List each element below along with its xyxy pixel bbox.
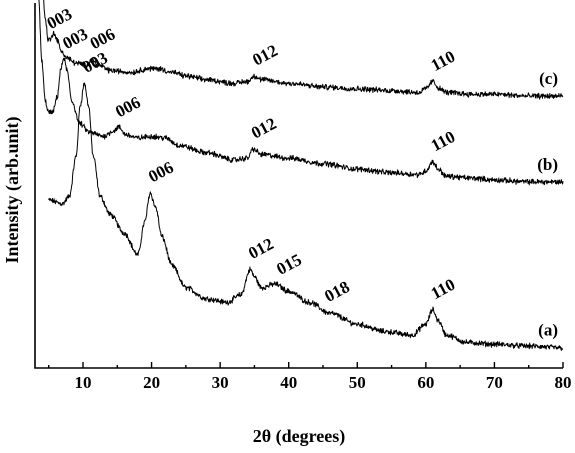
- axes: [34, 3, 563, 369]
- peak-label-0-1: 006: [145, 158, 176, 187]
- x-tick-label-80: 80: [555, 373, 572, 392]
- peak-label-0-5: 110: [428, 275, 459, 303]
- peak-label-1-1: 006: [112, 93, 143, 122]
- series-label-2: (c): [539, 69, 558, 88]
- peak-label-2-3: 110: [428, 47, 459, 75]
- peak-label-1-2: 012: [248, 114, 279, 143]
- x-tick-label-60: 60: [417, 373, 434, 392]
- x-axis-label: 2θ (degrees): [253, 426, 346, 447]
- series-trace-0: [48, 82, 564, 351]
- series-labels: (a) (b) (c): [537, 69, 558, 339]
- series-trace-1: [38, 0, 564, 186]
- x-tick-label-50: 50: [349, 373, 366, 392]
- series-label-0: (a): [538, 320, 558, 339]
- x-tick-label-30: 30: [212, 373, 229, 392]
- peak-label-0-4: 018: [321, 277, 352, 306]
- series-trace-2: [43, 0, 564, 100]
- x-tick-label-10: 10: [75, 373, 92, 392]
- peak-label-0-2: 012: [245, 234, 276, 263]
- x-tick-label-20: 20: [143, 373, 160, 392]
- x-tick-label-40: 40: [280, 373, 297, 392]
- peak-label-1-0: 003: [59, 24, 90, 53]
- peak-label-0-3: 015: [273, 250, 304, 279]
- x-tick-labels: 10 20 30 40 50 60 70 80: [75, 373, 572, 392]
- peak-label-2-0: 003: [44, 4, 75, 33]
- x-ticks: [48, 362, 564, 368]
- y-axis-label: Intensity (arb.unit): [2, 116, 23, 263]
- x-tick-label-70: 70: [486, 373, 503, 392]
- series-traces: [38, 0, 564, 351]
- plot-frame-left-bottom: [34, 3, 563, 369]
- peak-label-2-1: 006: [87, 24, 118, 53]
- peak-label-2-2: 012: [249, 41, 280, 70]
- peak-label-1-3: 110: [428, 127, 459, 155]
- series-label-1: (b): [537, 155, 558, 174]
